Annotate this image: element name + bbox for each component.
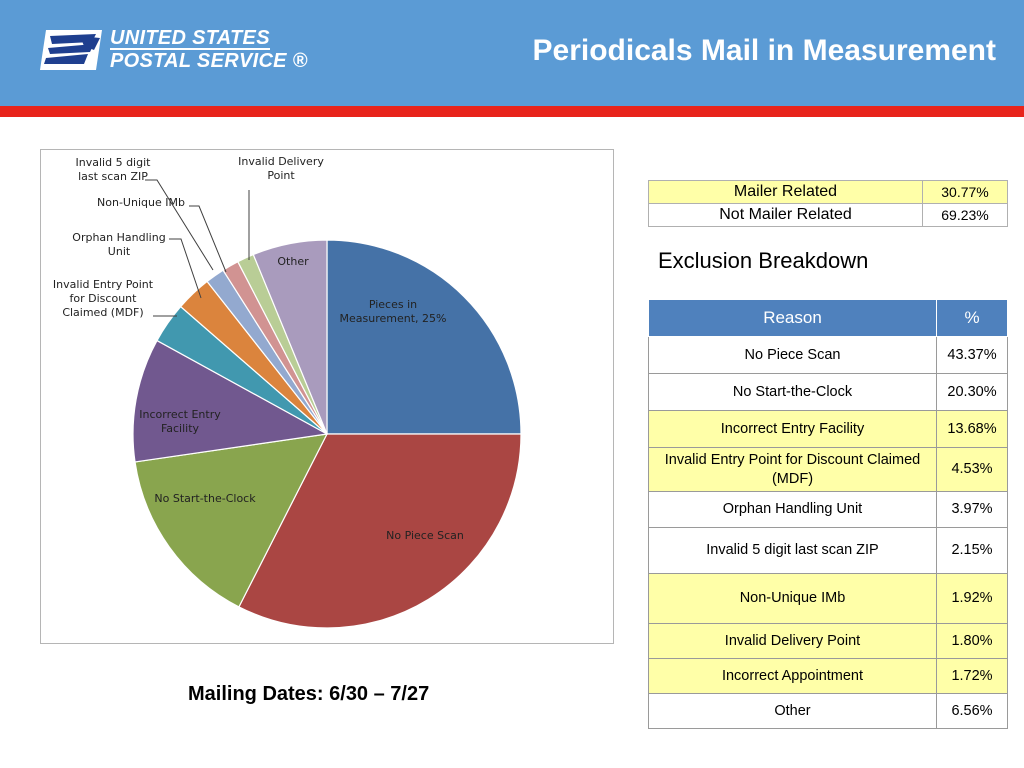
mailing-dates: Mailing Dates: 6/30 – 7/27 <box>188 683 430 705</box>
percent-cell: 1.80% <box>936 623 1008 659</box>
pie-slice <box>134 433 329 608</box>
summary-row: Mailer Related 30.77% <box>648 180 1008 204</box>
pie-slice <box>326 239 522 435</box>
pie-slice-label: Pieces in Measurement, 25% <box>340 298 447 325</box>
reason-cell: Invalid Delivery Point <box>648 623 937 659</box>
reason-cell: Incorrect Entry Facility <box>648 410 937 448</box>
pie-slice-label: No Start-the-Clock <box>154 492 256 505</box>
reason-cell: Invalid 5 digit last scan ZIP <box>648 527 937 574</box>
percent-cell: 2.15% <box>936 527 1008 574</box>
table-row: No Start-the-Clock 20.30% <box>648 373 1008 411</box>
table-row: Invalid Entry Point for Discount Claimed… <box>648 447 1008 492</box>
pie-slice <box>252 239 328 435</box>
percent-cell: 6.56% <box>936 693 1008 729</box>
logo-text-line2: POSTAL SERVICE ® <box>110 50 308 72</box>
reason-cell: Orphan Handling Unit <box>648 491 937 528</box>
column-header-reason: Reason <box>648 299 937 337</box>
pie-chart-frame: Pieces in Measurement, 25% No Piece Scan No… <box>40 149 614 644</box>
table-row: Other 6.56% <box>648 693 1008 729</box>
percent-cell: 43.37% <box>936 336 1008 374</box>
summary-table: Mailer Related 30.77% Not Mailer Related 69… <box>648 180 1008 227</box>
pie-chart: Pieces in Measurement, 25% No Piece Scan No… <box>53 155 522 629</box>
table-row: No Piece Scan 43.37% <box>648 336 1008 374</box>
logo-rule <box>110 48 270 50</box>
label-leader-line <box>189 205 227 273</box>
pie-slice <box>238 433 522 629</box>
table-row: Invalid 5 digit last scan ZIP 2.15% <box>648 527 1008 574</box>
pie-slice-label: Non-Unique IMb <box>97 196 185 209</box>
percent-cell: 20.30% <box>936 373 1008 411</box>
slide-header <box>0 0 1024 106</box>
pie-slice-label: No Piece Scan <box>386 529 464 542</box>
summary-percent: 30.77% <box>922 180 1008 204</box>
label-leader-line <box>169 238 202 299</box>
usps-logo: UNITED STATES POSTAL SERVICE ® <box>40 26 307 76</box>
percent-cell: 13.68% <box>936 410 1008 448</box>
pie-slice-label: Invalid 5 digit last scan ZIP <box>76 156 152 183</box>
reason-cell: No Start-the-Clock <box>648 373 937 411</box>
column-header-percent: % <box>936 299 1008 337</box>
table-row: Incorrect Entry Facility 13.68% <box>648 410 1008 448</box>
percent-cell: 3.97% <box>936 491 1008 528</box>
percent-cell: 4.53% <box>936 447 1008 492</box>
reason-cell: Other <box>648 693 937 729</box>
pie-slice-label: Other <box>277 255 309 268</box>
pie-slice-label: Orphan Handling Unit <box>72 231 165 258</box>
table-row: Orphan Handling Unit 3.97% <box>648 491 1008 528</box>
reason-cell: No Piece Scan <box>648 336 937 374</box>
table-header-row: Reason % <box>648 299 1008 337</box>
pie-slice-label: Incorrect Entry Facility <box>139 408 221 435</box>
percent-cell: 1.92% <box>936 573 1008 624</box>
label-leader-line <box>145 179 214 271</box>
exclusion-breakdown-table: Reason % No Piece Scan 43.37% No Start-the… <box>648 299 1008 729</box>
pie-slice <box>132 339 329 463</box>
reason-cell: Incorrect Appointment <box>648 658 937 694</box>
summary-row: Not Mailer Related 69.23% <box>648 203 1008 227</box>
usps-eagle-icon <box>40 30 102 70</box>
summary-percent: 69.23% <box>922 203 1008 227</box>
percent-cell: 1.72% <box>936 658 1008 694</box>
exclusion-breakdown-title: Exclusion Breakdown <box>658 248 869 273</box>
reason-cell: Invalid Entry Point for Discount Claimed… <box>648 447 937 492</box>
pie-slice-label: Invalid Delivery Point <box>238 155 324 182</box>
table-row: Incorrect Appointment 1.72% <box>648 658 1008 694</box>
logo-text-line1: UNITED STATES <box>110 27 270 49</box>
slide-title: Periodicals Mail in Measurement <box>532 34 997 67</box>
summary-label: Mailer Related <box>648 180 923 204</box>
reason-cell: Non-Unique IMb <box>648 573 937 624</box>
pie-slice-label: Invalid Entry Point for Discount Claimed (… <box>53 278 154 319</box>
header-divider <box>0 106 1024 117</box>
table-row: Invalid Delivery Point 1.80% <box>648 623 1008 659</box>
table-row: Non-Unique IMb 1.92% <box>648 573 1008 624</box>
summary-label: Not Mailer Related <box>648 203 923 227</box>
